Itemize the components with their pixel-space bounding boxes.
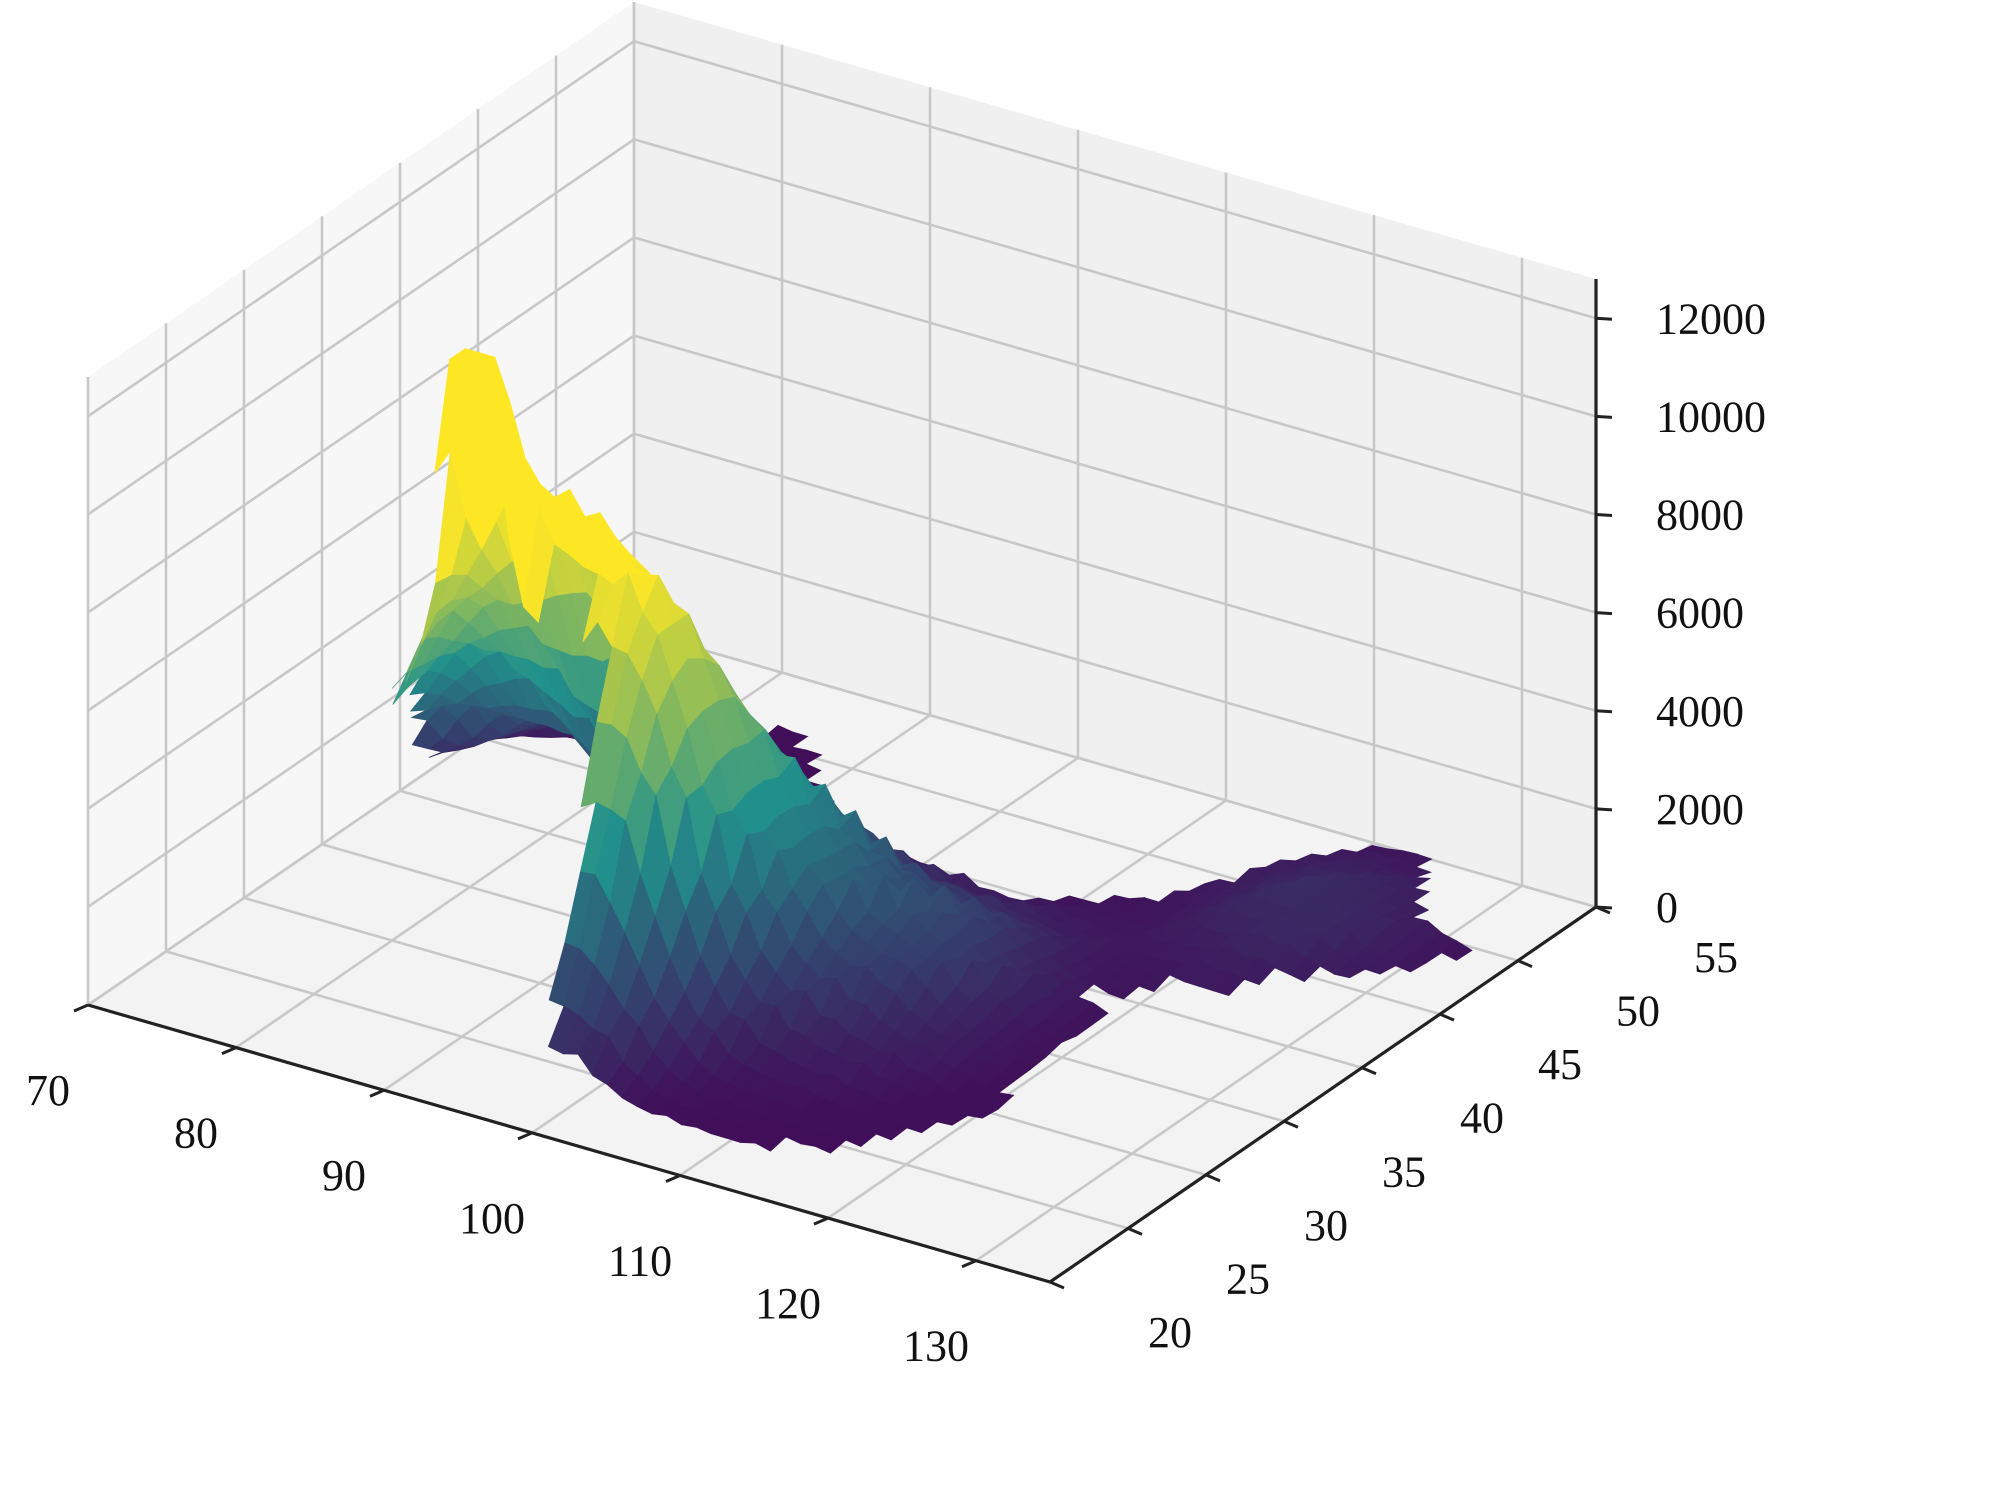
- surface-cell: [1138, 974, 1171, 993]
- y-tick-label: 25: [1226, 1254, 1270, 1303]
- grid-line-z-side: [87, 138, 635, 516]
- surface-cell: [875, 1120, 908, 1141]
- tick-labels: 70 80 90 100 110 120 130 20 25 30 35 40 45 50 55 0 2000 4…: [26, 294, 1766, 1370]
- z-tick-mark: [1595, 513, 1613, 517]
- surface-cell: [1213, 971, 1246, 997]
- x-tick-label: 110: [608, 1237, 672, 1286]
- y-tick-mark: [1517, 959, 1533, 968]
- y-tick-mark: [1049, 1280, 1065, 1290]
- grid-line-z-back: [633, 628, 1597, 909]
- z-tick-label: 12000: [1656, 294, 1766, 343]
- surface-cell: [1243, 956, 1276, 986]
- z-tick-label: 8000: [1656, 491, 1744, 540]
- x-tick-mark: [221, 1046, 237, 1055]
- grid-line-z-back: [633, 236, 1597, 516]
- z-tick-mark: [1595, 709, 1613, 714]
- back-pane: [634, 2, 1596, 907]
- surface-cell: [814, 1135, 847, 1154]
- z-tick-mark: [1595, 905, 1613, 910]
- grid-line-z-back: [633, 334, 1597, 614]
- y-tick-mark: [1361, 1066, 1377, 1076]
- surface-cell: [845, 1127, 878, 1147]
- y-tick-label: 50: [1616, 987, 1660, 1036]
- x-tick-mark: [517, 1131, 533, 1141]
- x-tick-mark: [665, 1174, 681, 1183]
- grid-line-z-back: [633, 530, 1597, 811]
- y-tick-label: 40: [1460, 1094, 1504, 1143]
- elevation-surface: [391, 347, 1473, 1154]
- surface-cell: [966, 1100, 999, 1119]
- surface-cell: [1288, 957, 1321, 983]
- x-tick-label: 70: [26, 1066, 70, 1115]
- x-tick-label: 120: [755, 1279, 821, 1328]
- axis-lines: [73, 279, 1613, 1290]
- grid-line-z-back: [633, 138, 1597, 418]
- y-tick-mark: [1127, 1227, 1143, 1236]
- y-axis-line: [1049, 905, 1597, 1284]
- z-tick-label: 6000: [1656, 589, 1744, 638]
- grid-lines: [86, 2, 1597, 1284]
- grid-line-z-side: [87, 236, 635, 614]
- side-pane: [88, 2, 634, 1005]
- x-tick-label: 100: [459, 1194, 525, 1243]
- y-tick-label: 30: [1304, 1201, 1348, 1250]
- z-tick-label: 2000: [1656, 785, 1744, 834]
- y-tick-mark: [1439, 1012, 1455, 1022]
- y-tick-label: 20: [1148, 1308, 1192, 1357]
- z-tick-mark: [1595, 611, 1613, 616]
- grid-line-z-back: [633, 432, 1597, 712]
- z-tick-label: 0: [1656, 883, 1678, 932]
- x-tick-mark: [813, 1216, 829, 1226]
- z-tick-label: 4000: [1656, 687, 1744, 736]
- grid-line-z-back: [633, 40, 1597, 320]
- surface-cell: [1107, 981, 1141, 1000]
- grid-line-z-side: [87, 40, 635, 418]
- x-tick-mark: [73, 1003, 89, 1013]
- surface-cell: [1394, 953, 1427, 973]
- x-axis-line: [87, 1003, 1051, 1284]
- y-tick-label: 55: [1694, 933, 1738, 982]
- z-tick-mark: [1595, 414, 1613, 419]
- surface-cell: [906, 1112, 938, 1134]
- surface-cell: [1364, 956, 1397, 975]
- x-tick-mark: [369, 1088, 385, 1098]
- y-tick-mark: [1205, 1173, 1221, 1183]
- x-tick-label: 130: [903, 1322, 969, 1371]
- z-tick-mark: [1595, 807, 1613, 812]
- surface-cell: [1440, 940, 1473, 961]
- surface-cell: [936, 1105, 969, 1126]
- x-tick-mark: [961, 1259, 977, 1269]
- z-tick-mark: [1595, 316, 1613, 321]
- y-tick-label: 45: [1538, 1040, 1582, 1089]
- x-tick-label: 80: [174, 1109, 218, 1158]
- x-tick-label: 90: [322, 1151, 366, 1200]
- y-tick-label: 35: [1382, 1147, 1426, 1196]
- surface-cell: [523, 507, 555, 624]
- surface-cell: [1333, 959, 1367, 979]
- surface-cell: [754, 1135, 787, 1152]
- y-tick-mark: [1283, 1119, 1299, 1129]
- z-tick-label: 10000: [1656, 392, 1766, 441]
- grid-line-z-side: [87, 334, 635, 712]
